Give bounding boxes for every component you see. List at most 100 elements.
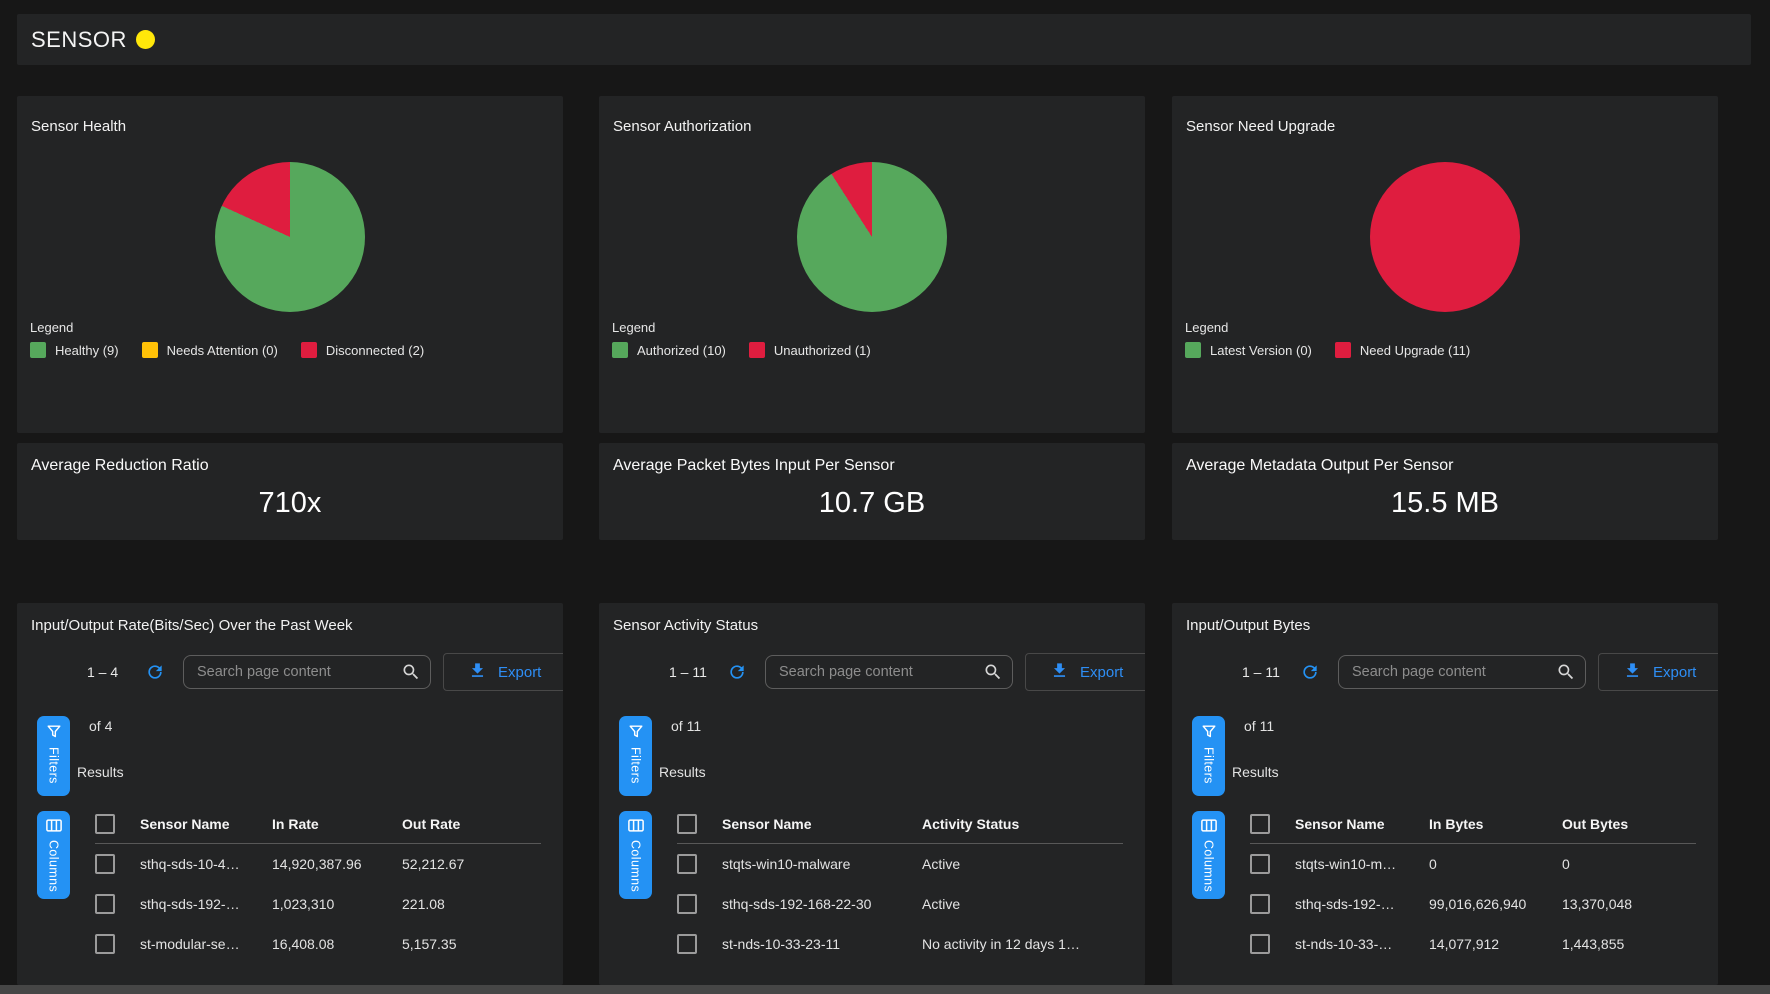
- column-header[interactable]: Out Bytes: [1562, 816, 1629, 832]
- search-box[interactable]: [1338, 655, 1586, 689]
- sensor-health-pie-chart: [215, 162, 365, 312]
- legend-swatch-green: [1185, 342, 1201, 358]
- sensor-authorization-pie-chart: [797, 162, 947, 312]
- legend-label: Needs Attention (0): [166, 342, 278, 358]
- column-header[interactable]: In Rate: [272, 816, 319, 832]
- sensor-health-card: Sensor Health Legend Healthy (9) Needs A…: [17, 96, 563, 433]
- header-divider: [677, 843, 1123, 844]
- legend-title: Legend: [30, 320, 74, 335]
- avg-packet-bytes-input-card: Average Packet Bytes Input Per Sensor 10…: [599, 443, 1145, 540]
- column-header[interactable]: Out Rate: [402, 816, 461, 832]
- columns-button[interactable]: Columns: [619, 811, 652, 899]
- legend-item: Healthy (9): [30, 342, 119, 358]
- export-button[interactable]: Export: [1598, 653, 1718, 691]
- legend-item: Needs Attention (0): [141, 342, 278, 358]
- cell-activity-status: No activity in 12 days 1…: [922, 936, 1080, 952]
- page-header: SENSOR: [17, 14, 1751, 65]
- cell-in-rate: 16,408.08: [272, 936, 335, 952]
- filters-label: Filters: [1201, 747, 1216, 784]
- column-header[interactable]: Sensor Name: [1295, 816, 1385, 832]
- cell-activity-status: Active: [922, 856, 961, 872]
- card-title: Sensor Health: [31, 118, 127, 135]
- columns-icon: [1200, 819, 1217, 835]
- select-all-checkbox[interactable]: [95, 814, 115, 834]
- search-input[interactable]: [1338, 655, 1586, 689]
- refresh-icon[interactable]: [727, 662, 747, 682]
- cell-sensor-name: stqts-win10-malware: [722, 856, 851, 872]
- column-header[interactable]: Sensor Name: [140, 816, 230, 832]
- metric-value: 710x: [258, 487, 322, 519]
- select-all-checkbox[interactable]: [1250, 814, 1270, 834]
- refresh-icon[interactable]: [145, 662, 165, 682]
- download-icon: [1050, 661, 1069, 684]
- download-icon: [468, 661, 487, 684]
- row-checkbox[interactable]: [677, 894, 697, 914]
- search-box[interactable]: [183, 655, 431, 689]
- table-controls: 1 – 11 Export: [1172, 653, 1718, 691]
- table-row[interactable]: sthq-sds-10-4… 14,920,387.96 52,212.67: [17, 844, 563, 884]
- sensor-activity-table-card: Sensor Activity Status 1 – 11 Export of …: [599, 603, 1145, 985]
- legend-item: Need Upgrade (11): [1334, 342, 1470, 358]
- table-header-row: Sensor Name In Bytes Out Bytes: [1172, 809, 1718, 839]
- row-checkbox[interactable]: [95, 854, 115, 874]
- filter-funnel-icon: [628, 724, 644, 742]
- column-header[interactable]: Sensor Name: [722, 816, 812, 832]
- row-checkbox[interactable]: [95, 894, 115, 914]
- filters-button[interactable]: Filters: [1192, 716, 1225, 796]
- header-divider: [95, 843, 541, 844]
- metric-title: Average Metadata Output Per Sensor: [1186, 457, 1454, 474]
- table-header-row: Sensor Name Activity Status: [599, 809, 1145, 839]
- column-header[interactable]: In Bytes: [1429, 816, 1484, 832]
- pagination-of: of 11: [1244, 718, 1275, 734]
- sensor-authorization-card: Sensor Authorization Legend Authorized (…: [599, 96, 1145, 433]
- card-title: Sensor Activity Status: [613, 617, 759, 634]
- table-row[interactable]: st-nds-10-33-… 14,077,912 1,443,855: [1172, 924, 1718, 964]
- filters-button[interactable]: Filters: [37, 716, 70, 796]
- columns-button[interactable]: Columns: [37, 811, 70, 899]
- search-input[interactable]: [765, 655, 1013, 689]
- export-button[interactable]: Export: [1025, 653, 1145, 691]
- card-title: Sensor Authorization: [613, 118, 752, 135]
- pagination-range: 1 – 11: [1242, 664, 1280, 680]
- table-row[interactable]: sthq-sds-192-168-22-30 Active: [599, 884, 1145, 924]
- cell-out-rate: 5,157.35: [402, 936, 457, 952]
- legend-swatch-green: [30, 342, 46, 358]
- avg-reduction-ratio-card: Average Reduction Ratio 710x: [17, 443, 563, 540]
- columns-label: Columns: [1201, 840, 1216, 893]
- table-row[interactable]: sthq-sds-192-… 99,016,626,940 13,370,048: [1172, 884, 1718, 924]
- table-controls: 1 – 11 Export: [599, 653, 1145, 691]
- table-row[interactable]: stqts-win10-malware Active: [599, 844, 1145, 884]
- horizontal-scrollbar[interactable]: [0, 985, 1770, 994]
- table-row[interactable]: stqts-win10-m… 0 0: [1172, 844, 1718, 884]
- table-row[interactable]: sthq-sds-192-… 1,023,310 221.08: [17, 884, 563, 924]
- search-box[interactable]: [765, 655, 1013, 689]
- metric-title: Average Reduction Ratio: [31, 457, 209, 474]
- row-checkbox[interactable]: [677, 934, 697, 954]
- filters-button[interactable]: Filters: [619, 716, 652, 796]
- export-button[interactable]: Export: [443, 653, 563, 691]
- search-input[interactable]: [183, 655, 431, 689]
- cell-sensor-name: stqts-win10-m…: [1295, 856, 1397, 872]
- row-checkbox[interactable]: [95, 934, 115, 954]
- column-header[interactable]: Activity Status: [922, 816, 1020, 832]
- row-checkbox[interactable]: [677, 854, 697, 874]
- row-checkbox[interactable]: [1250, 934, 1270, 954]
- columns-button[interactable]: Columns: [1192, 811, 1225, 899]
- legend-label: Healthy (9): [55, 342, 119, 358]
- legend-swatch-green: [612, 342, 628, 358]
- row-checkbox[interactable]: [1250, 854, 1270, 874]
- cell-sensor-name: sthq-sds-10-4…: [140, 856, 240, 872]
- legend-title: Legend: [612, 320, 656, 335]
- export-label: Export: [1653, 663, 1697, 681]
- table-row[interactable]: st-modular-se… 16,408.08 5,157.35: [17, 924, 563, 964]
- select-all-checkbox[interactable]: [677, 814, 697, 834]
- chart-legend: Legend Authorized (10) Unauthorized (1): [612, 320, 885, 358]
- chart-legend: Legend Healthy (9) Needs Attention (0) D…: [30, 320, 438, 358]
- row-checkbox[interactable]: [1250, 894, 1270, 914]
- metric-value: 15.5 MB: [1391, 487, 1499, 519]
- sensor-need-upgrade-pie-chart: [1370, 162, 1520, 312]
- columns-label: Columns: [628, 840, 643, 893]
- legend-swatch-red: [748, 342, 765, 358]
- table-row[interactable]: st-nds-10-33-23-11 No activity in 12 day…: [599, 924, 1145, 964]
- refresh-icon[interactable]: [1300, 662, 1320, 682]
